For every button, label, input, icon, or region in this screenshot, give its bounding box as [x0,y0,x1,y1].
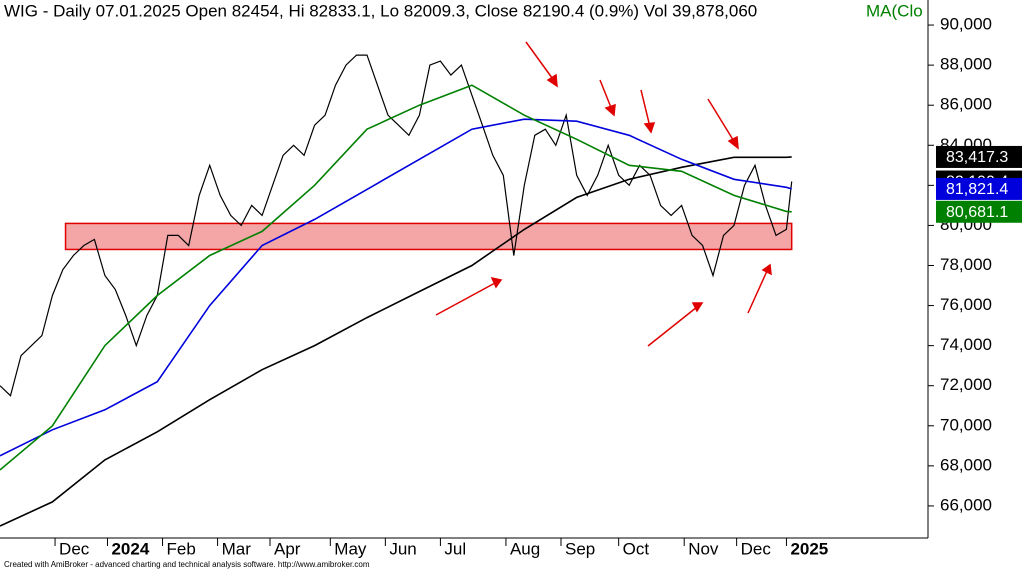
x-tick-label: Dec [59,539,90,558]
ma-title: MA(Clo [866,1,923,20]
x-tick-label: Dec [741,539,772,558]
x-tick-label: Feb [167,539,196,558]
last-value-label: 83,417.3 [946,149,1008,166]
plot-area [0,54,793,527]
arrow [525,41,556,83]
x-tick-label: 2024 [111,539,149,558]
y-tick-label: 90,000 [940,15,992,34]
x-tick-label: Mar [222,539,252,558]
y-tick-label: 72,000 [940,375,992,394]
arrow [747,270,768,314]
y-tick-label: 68,000 [940,455,992,474]
x-tick-label: Apr [274,539,301,558]
arrow [647,306,698,347]
price-line [0,54,793,397]
arrowhead [643,122,656,134]
x-tick-label: Oct [623,539,650,558]
y-tick-label: 76,000 [940,295,992,314]
arrow [599,79,613,111]
last-value-box [936,177,1022,200]
arrowhead [761,263,772,276]
y-tick-label: 86,000 [940,95,992,114]
y-tick-label: 78,000 [940,255,992,274]
x-tick-label: Jul [444,539,466,558]
support-zone [64,222,793,251]
arrowhead [691,302,704,313]
chart-title: WIG - Daily 07.01.2025 Open 82454, Hi 82… [4,1,757,20]
ma-line [0,84,792,471]
arrowhead [604,103,616,117]
y-tick-label: 74,000 [940,335,992,354]
x-tick-label: Aug [510,539,540,558]
x-tick-label: May [334,539,367,558]
x-tick-label: Sep [565,539,595,558]
y-tick-label: 88,000 [940,55,992,74]
arrowhead [490,276,503,289]
arrow [640,89,651,128]
last-value-label: 81,821.4 [946,181,1008,198]
last-value-label: 80,681.1 [946,204,1008,221]
arrowhead [727,135,739,150]
arrows [435,41,772,347]
footer: Created with AmiBroker - advanced charti… [4,560,370,569]
x-tick-label: 2025 [790,539,828,558]
x-tick-label: Nov [688,539,719,558]
arrowhead [546,73,558,88]
y-tick-label: 70,000 [940,415,992,434]
y-tick-label: 66,000 [940,495,992,514]
arrow [707,98,736,144]
x-tick-label: Jun [389,539,416,558]
arrow [435,282,496,316]
last-value-box [936,145,1022,168]
last-value-box [936,200,1022,223]
ma-line [0,156,792,527]
ma-line [0,118,792,457]
